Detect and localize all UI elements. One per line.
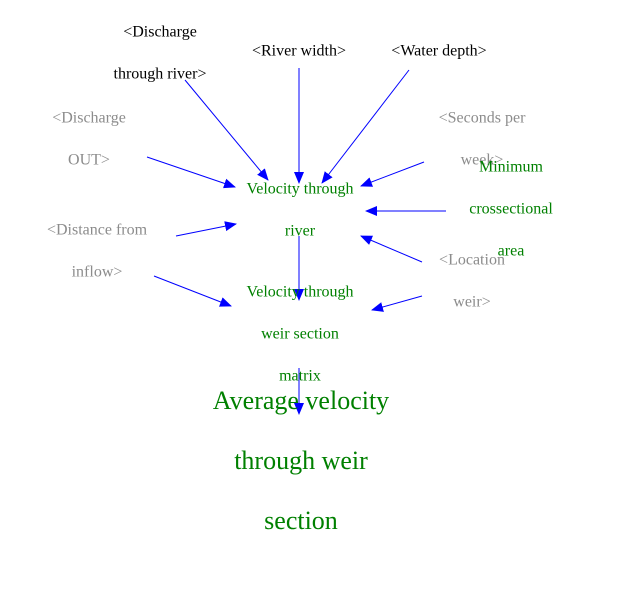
node-seconds-per-week[interactable]: <Seconds per week> xyxy=(439,87,526,192)
node-average-velocity-weir[interactable]: Average velocity through weir section xyxy=(213,356,389,566)
node-river-width[interactable]: <River width> xyxy=(252,20,346,83)
node-label-line: week> xyxy=(460,151,504,169)
node-label-line: Average velocity xyxy=(212,386,390,415)
node-label-line: Velocity through xyxy=(246,180,354,198)
arrow-water_depth-to-velocity_through_river xyxy=(321,69,410,184)
node-label-line: <Discharge xyxy=(123,23,197,41)
node-label-line: <Discharge xyxy=(52,109,126,127)
node-label-line: <River width> xyxy=(251,42,347,60)
arrow-location_weir-to-velocity_through_river xyxy=(360,235,423,263)
node-label-line: inflow> xyxy=(71,263,123,281)
arrow-discharge_out-to-velocity_through_river xyxy=(146,156,236,189)
arrow-location_weir-to-velocity_weir_matrix xyxy=(371,295,423,312)
node-water-depth[interactable]: <Water depth> xyxy=(391,20,486,83)
arrows-layer xyxy=(146,68,446,415)
arrow-distance_from_inflow-to-velocity_through_river xyxy=(175,221,237,237)
node-label-line: area xyxy=(497,242,525,260)
arrow-discharge_through_river-to-velocity_through_river xyxy=(184,79,269,181)
node-location-weir[interactable]: <Location weir> xyxy=(439,229,505,334)
node-velocity-weir-matrix[interactable]: Velocity through weir section matrix xyxy=(246,261,353,408)
node-distance-from-inflow[interactable]: <Distance from inflow> xyxy=(47,199,147,304)
arrow-distance_from_inflow-to-velocity_weir_matrix xyxy=(153,275,232,307)
arrow-seconds_per_week-to-velocity_through_river xyxy=(360,161,425,187)
node-label-line: river xyxy=(284,222,316,240)
node-label-line: OUT> xyxy=(68,151,110,169)
node-label-line: matrix xyxy=(279,367,321,385)
node-label-line: weir section xyxy=(261,325,339,343)
node-label-line: weir> xyxy=(453,293,491,311)
node-minimum-crossectional-area[interactable]: Minimum crossectional area xyxy=(469,136,553,283)
node-label-line: <Water depth> xyxy=(391,42,487,60)
node-label-line: <Seconds per xyxy=(438,109,526,127)
node-label-line: crossectional xyxy=(469,200,553,218)
node-label-line: Velocity through xyxy=(246,283,354,301)
node-label-line: section xyxy=(264,506,338,535)
node-label-line: <Location xyxy=(439,251,505,269)
node-label-line: through weir xyxy=(234,446,368,475)
node-velocity-through-river[interactable]: Velocity through river xyxy=(246,158,353,263)
node-label-line: Minimum xyxy=(478,158,543,176)
node-label-line: <Distance from xyxy=(46,221,148,239)
node-discharge-through-river[interactable]: <Discharge through river> xyxy=(114,1,207,106)
node-label-line: through river> xyxy=(113,65,207,83)
node-discharge-out[interactable]: <Discharge OUT> xyxy=(52,87,126,192)
